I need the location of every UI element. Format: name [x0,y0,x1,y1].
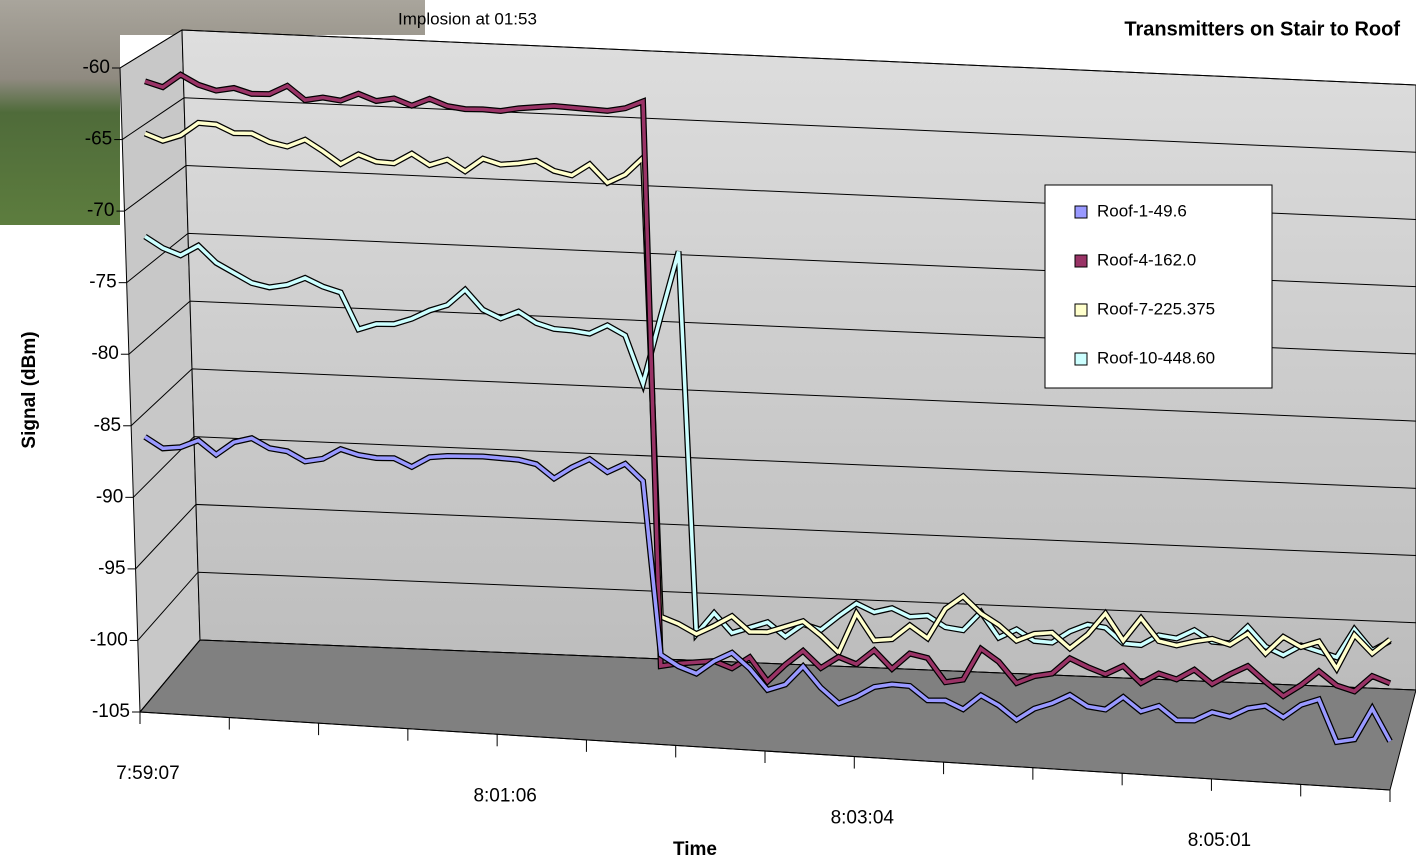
annotation: Implosion at 01:53 [398,9,537,28]
legend-swatch [1075,353,1087,365]
legend-label: Roof-10-448.60 [1097,348,1215,367]
y-tick-label: -75 [89,272,116,293]
legend-label: Roof-1-49.6 [1097,201,1187,220]
x-tick-label: 7:59:07 [116,763,179,784]
x-axis-title: Time [673,839,717,860]
chart-title: Transmitters on Stair to Roof [1124,18,1400,40]
legend-label: Roof-7-225.375 [1097,299,1215,318]
chart: -105 -100 -95 -90 -85 -80 -75 -70 -65 -60 Transmi… [0,0,1416,861]
y-tick-label: -80 [91,343,118,364]
x-tick-label: 8:01:06 [473,785,536,806]
y-tick-label: -60 [83,57,110,78]
y-tick-label: -70 [87,200,114,221]
legend-swatch [1075,304,1087,316]
y-axis-title: Signal (dBm) [19,331,40,448]
legend-swatch [1075,206,1087,218]
y-tick-label: -65 [85,129,112,150]
y-tick-label: -100 [90,629,128,650]
x-tick-label: 8:05:01 [1188,830,1251,851]
y-tick-label: -90 [96,486,123,507]
y-tick-label: -95 [98,558,125,579]
x-tick-label: 8:03:04 [831,808,895,829]
legend-label: Roof-4-162.0 [1097,250,1196,269]
legend-swatch [1075,255,1087,267]
y-tick-label: -85 [94,415,121,436]
y-tick-label: -105 [92,701,130,722]
